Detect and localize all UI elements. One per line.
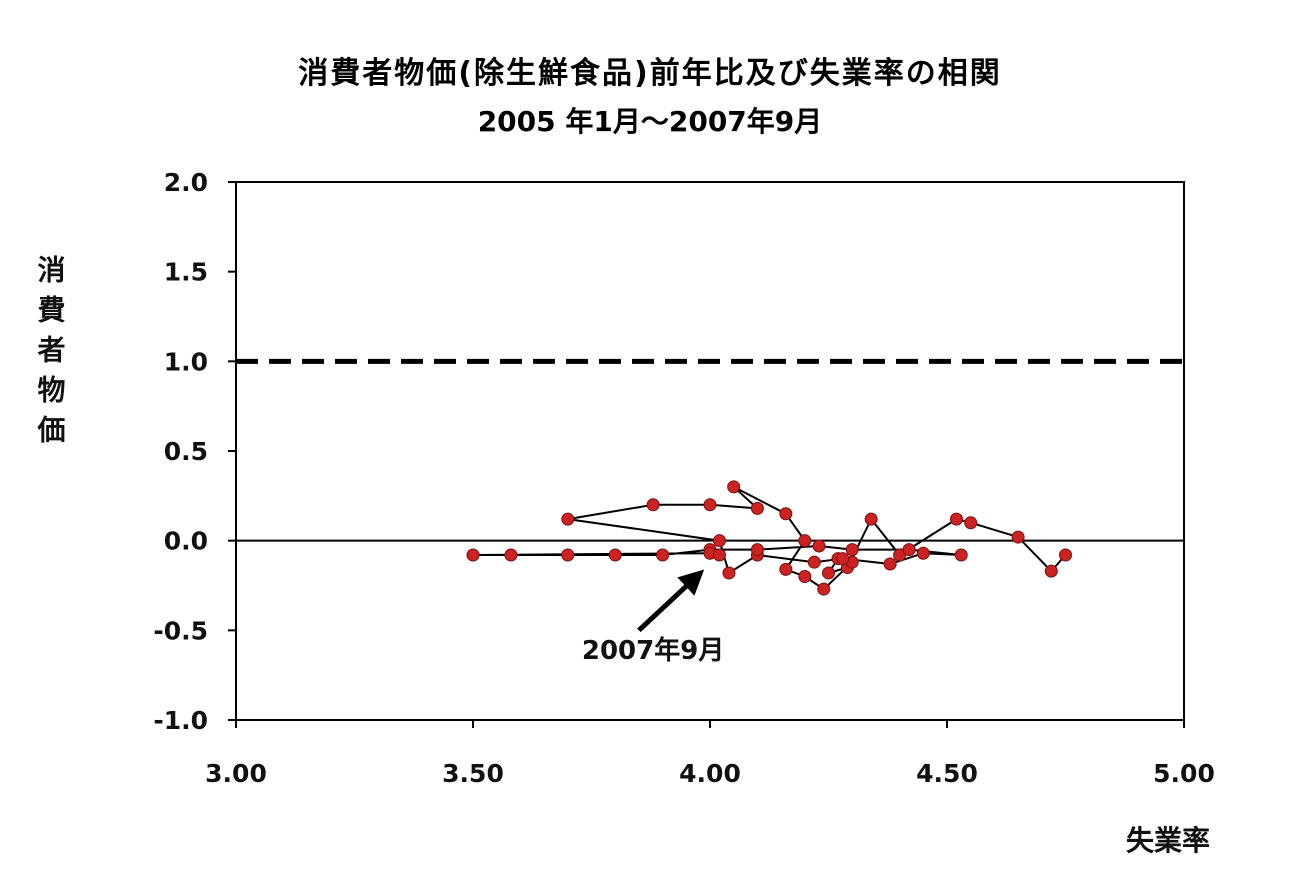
- data-point-21: [712, 534, 726, 548]
- annotation-label-0: 2007年9月: [582, 635, 724, 666]
- data-point-34: [656, 548, 670, 562]
- data-point-26: [883, 557, 897, 571]
- data-point-35: [608, 548, 622, 562]
- y-tick-label-0: 2.0: [164, 168, 208, 197]
- data-point-32: [750, 543, 764, 557]
- data-point-12: [798, 570, 812, 584]
- x-tick-label-1: 3.50: [442, 759, 504, 788]
- annotation-arrow-0: [637, 569, 705, 633]
- data-point-20: [561, 512, 575, 526]
- reference-lines: [236, 358, 1184, 542]
- x-axis-label: 失業率: [1126, 824, 1210, 857]
- x-axis-ticks: 3.00 3.50 4.00 4.50 5.00: [205, 720, 1215, 788]
- data-point-16: [727, 480, 741, 494]
- data-point-22: [722, 566, 736, 580]
- plot-area: [235, 181, 1185, 721]
- x-tick-label-0: 3.00: [205, 759, 267, 788]
- data-point-18: [703, 498, 717, 512]
- data-point-8: [822, 566, 835, 580]
- data-point-15: [779, 507, 793, 521]
- x-tick-label-4: 5.00: [1153, 759, 1215, 788]
- data-point-11: [817, 582, 831, 596]
- y-tick-label-2: 1.0: [164, 347, 208, 376]
- data-point-37: [504, 548, 518, 562]
- y-axis-label: 消費者物価: [34, 255, 67, 455]
- data-point-38: [466, 548, 480, 562]
- data-point-25: [836, 552, 850, 566]
- data-point-31: [812, 539, 826, 553]
- x-tick-label-2: 4.00: [679, 759, 741, 788]
- data-point-24: [807, 555, 821, 569]
- data-point-6: [864, 512, 878, 526]
- data-point-2: [1011, 530, 1025, 544]
- data-point-36: [561, 548, 575, 562]
- data-point-0: [1059, 548, 1072, 562]
- y-tick-label-1: 1.5: [164, 258, 208, 287]
- data-point-3: [964, 516, 978, 530]
- data-point-4: [949, 512, 963, 526]
- data-point-19: [646, 498, 660, 512]
- data-point-27: [916, 546, 930, 560]
- annotations: 2007年9月: [582, 569, 724, 666]
- y-tick-label-5: -0.5: [153, 616, 208, 645]
- data-markers: [466, 480, 1072, 596]
- y-tick-label-6: -1.0: [153, 706, 208, 735]
- chart-title: 消費者物価(除生鮮食品)前年比及び失業率の相関: [298, 56, 1002, 91]
- data-point-1: [1044, 564, 1058, 578]
- data-point-40: [712, 548, 726, 562]
- y-axis-ticks: 2.0 1.5 1.0 0.5 0.0 -0.5 -1.0: [153, 168, 236, 735]
- data-point-30: [845, 543, 859, 557]
- y-tick-label-4: 0.0: [164, 527, 208, 556]
- data-point-17: [750, 501, 764, 515]
- data-point-13: [779, 562, 793, 576]
- data-point-29: [902, 543, 916, 557]
- x-tick-label-3: 4.50: [916, 759, 978, 788]
- chart-subtitle: 2005 年1月〜2007年9月: [477, 105, 823, 138]
- data-point-14: [798, 534, 812, 548]
- data-point-28: [954, 548, 968, 562]
- y-tick-label-3: 0.5: [164, 437, 208, 466]
